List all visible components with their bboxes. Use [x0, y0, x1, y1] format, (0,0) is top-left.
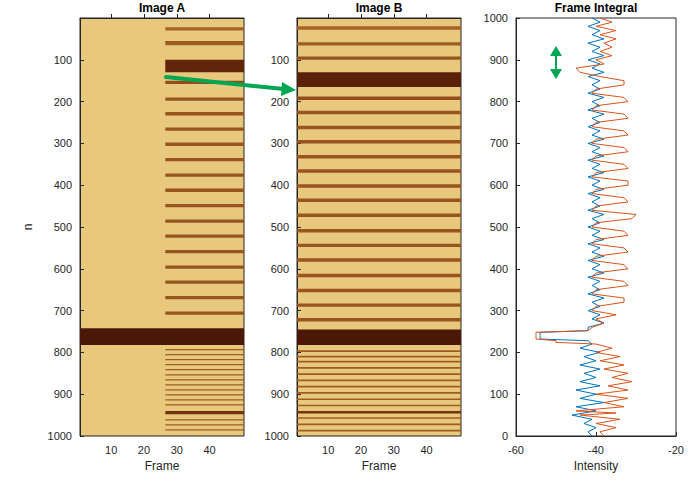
- svg-text:Frame: Frame: [362, 459, 397, 473]
- svg-text:1000: 1000: [265, 430, 289, 442]
- svg-text:n: n: [21, 224, 35, 231]
- svg-text:100: 100: [490, 388, 508, 400]
- svg-text:700: 700: [54, 305, 72, 317]
- svg-text:10: 10: [105, 444, 117, 456]
- svg-text:800: 800: [271, 346, 289, 358]
- svg-text:20: 20: [138, 444, 150, 456]
- svg-text:-60: -60: [508, 444, 524, 456]
- svg-text:30: 30: [388, 444, 400, 456]
- svg-text:300: 300: [54, 137, 72, 149]
- svg-text:800: 800: [490, 96, 508, 108]
- svg-text:200: 200: [490, 346, 508, 358]
- svg-text:100: 100: [271, 54, 289, 66]
- svg-text:40: 40: [203, 444, 215, 456]
- svg-text:40: 40: [420, 444, 432, 456]
- svg-text:-20: -20: [668, 444, 684, 456]
- svg-text:30: 30: [171, 444, 183, 456]
- svg-text:700: 700: [271, 305, 289, 317]
- svg-text:900: 900: [54, 388, 72, 400]
- svg-text:Frame Integral: Frame Integral: [555, 1, 638, 15]
- svg-text:400: 400: [54, 179, 72, 191]
- svg-text:900: 900: [490, 54, 508, 66]
- svg-text:600: 600: [490, 179, 508, 191]
- svg-text:10: 10: [322, 444, 334, 456]
- svg-text:700: 700: [490, 137, 508, 149]
- svg-text:1000: 1000: [48, 430, 72, 442]
- svg-text:400: 400: [271, 179, 289, 191]
- svg-text:300: 300: [271, 137, 289, 149]
- svg-text:800: 800: [54, 346, 72, 358]
- svg-text:300: 300: [490, 305, 508, 317]
- svg-text:Intensity: Intensity: [574, 459, 619, 473]
- svg-text:100: 100: [54, 54, 72, 66]
- svg-text:1000: 1000: [484, 12, 508, 24]
- svg-text:Image B: Image B: [356, 1, 403, 15]
- svg-text:20: 20: [355, 444, 367, 456]
- svg-text:500: 500: [54, 221, 72, 233]
- svg-text:200: 200: [54, 96, 72, 108]
- svg-text:500: 500: [271, 221, 289, 233]
- svg-text:200: 200: [271, 96, 289, 108]
- svg-text:-40: -40: [588, 444, 604, 456]
- svg-text:600: 600: [54, 263, 72, 275]
- svg-text:400: 400: [490, 263, 508, 275]
- svg-text:600: 600: [271, 263, 289, 275]
- svg-text:0: 0: [502, 430, 508, 442]
- svg-text:500: 500: [490, 221, 508, 233]
- svg-text:Frame: Frame: [145, 459, 180, 473]
- svg-text:Image A: Image A: [139, 1, 186, 15]
- svg-text:900: 900: [271, 388, 289, 400]
